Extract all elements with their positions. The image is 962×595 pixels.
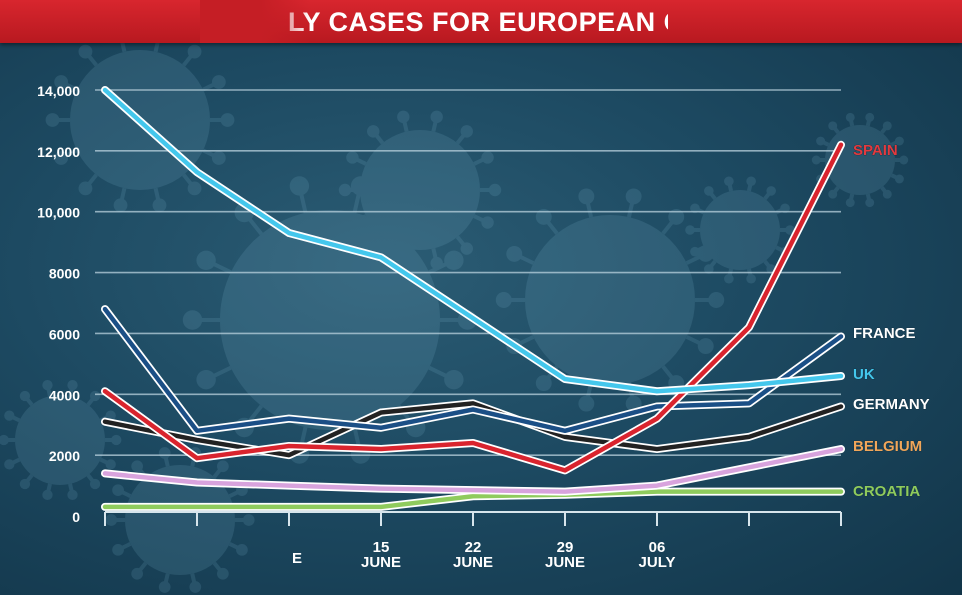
legend-label-croatia: CROATIA bbox=[853, 483, 920, 500]
series-line-belgium bbox=[102, 446, 844, 494]
x-tick-label-month: JUNE bbox=[453, 554, 493, 571]
legend-label-germany: GERMANY bbox=[853, 396, 930, 413]
x-tick-label-day: 15 bbox=[373, 539, 390, 556]
virus-particle bbox=[0, 380, 122, 500]
virus-background-illustration bbox=[0, 27, 909, 593]
y-tick-label: 4000 bbox=[49, 387, 80, 403]
x-tick-label-month: JUNE bbox=[361, 554, 401, 571]
x-tick-label-day: 06 bbox=[649, 539, 666, 556]
virus-particle bbox=[685, 176, 795, 284]
title-fade-overlay bbox=[200, 0, 310, 43]
legend-label-spain: SPAIN bbox=[853, 142, 898, 159]
y-tick-label: 14,000 bbox=[37, 83, 80, 99]
y-tick-label: 8000 bbox=[49, 266, 80, 282]
y-tick-label: 10,000 bbox=[37, 205, 80, 221]
series-line-germany bbox=[102, 401, 844, 458]
x-tick-label-month: JUNE bbox=[545, 554, 585, 571]
y-axis-tick-labels: 0 2000 4000 6000 8000 10,000 12,000 14,000 bbox=[37, 83, 80, 525]
series-line-spain bbox=[102, 142, 844, 473]
series-line-uk bbox=[102, 87, 844, 394]
virus-particle bbox=[495, 188, 725, 412]
virus-particle bbox=[811, 112, 909, 208]
legend-label-belgium: BELGIUM bbox=[853, 438, 922, 455]
chart-series-lines bbox=[101, 86, 845, 511]
virus-particle bbox=[105, 447, 255, 593]
series-line-croatia bbox=[102, 489, 844, 510]
series-line-france bbox=[102, 306, 844, 434]
legend-label-uk: UK bbox=[853, 366, 875, 383]
chart-title: LY CASES FOR EUROPEAN CO bbox=[288, 7, 668, 37]
x-tick-label-day: 29 bbox=[557, 539, 574, 556]
chart-legend: SPAIN FRANCE UK GERMANY BELGIUM CROATIA bbox=[853, 142, 930, 501]
x-tick-label-month: E bbox=[292, 550, 302, 567]
y-tick-label: 12,000 bbox=[37, 144, 80, 160]
y-tick-label: 0 bbox=[72, 509, 80, 525]
virus-particle bbox=[338, 110, 502, 270]
x-tick-label-month: JULY bbox=[639, 554, 676, 571]
title-bar: LY CASES FOR EUROPEAN CO bbox=[0, 0, 962, 43]
x-tick-label-day: 22 bbox=[465, 539, 482, 556]
y-tick-label: 6000 bbox=[49, 326, 80, 342]
y-tick-label: 2000 bbox=[49, 448, 80, 464]
legend-label-france: FRANCE bbox=[853, 325, 916, 342]
